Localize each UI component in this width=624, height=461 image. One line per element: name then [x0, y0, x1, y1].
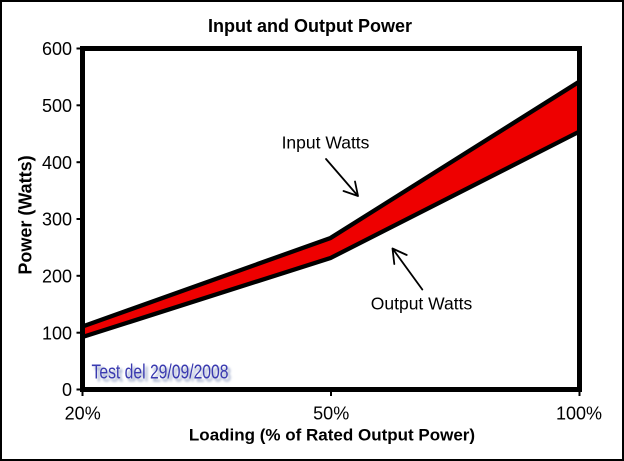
- svg-text:Input Watts: Input Watts: [282, 133, 370, 153]
- svg-text:Output Watts: Output Watts: [371, 294, 473, 314]
- svg-text:Test del 29/09/2008: Test del 29/09/2008: [92, 362, 229, 384]
- svg-text:Input and Output Power: Input and Output Power: [208, 16, 412, 36]
- svg-text:600: 600: [42, 39, 72, 59]
- svg-text:200: 200: [42, 267, 72, 287]
- svg-text:500: 500: [42, 96, 72, 116]
- svg-text:50%: 50%: [313, 404, 349, 424]
- svg-text:100: 100: [42, 323, 72, 343]
- svg-text:Test del 29/09/2008: Test del 29/09/2008: [94, 364, 231, 386]
- svg-text:Loading (% of Rated Output Pow: Loading (% of Rated Output Power): [189, 426, 475, 445]
- svg-text:Power (Watts): Power (Watts): [16, 155, 36, 274]
- svg-text:400: 400: [42, 153, 72, 173]
- svg-text:100%: 100%: [556, 404, 602, 424]
- svg-text:300: 300: [42, 210, 72, 230]
- svg-text:20%: 20%: [65, 404, 101, 424]
- svg-text:0: 0: [62, 380, 72, 400]
